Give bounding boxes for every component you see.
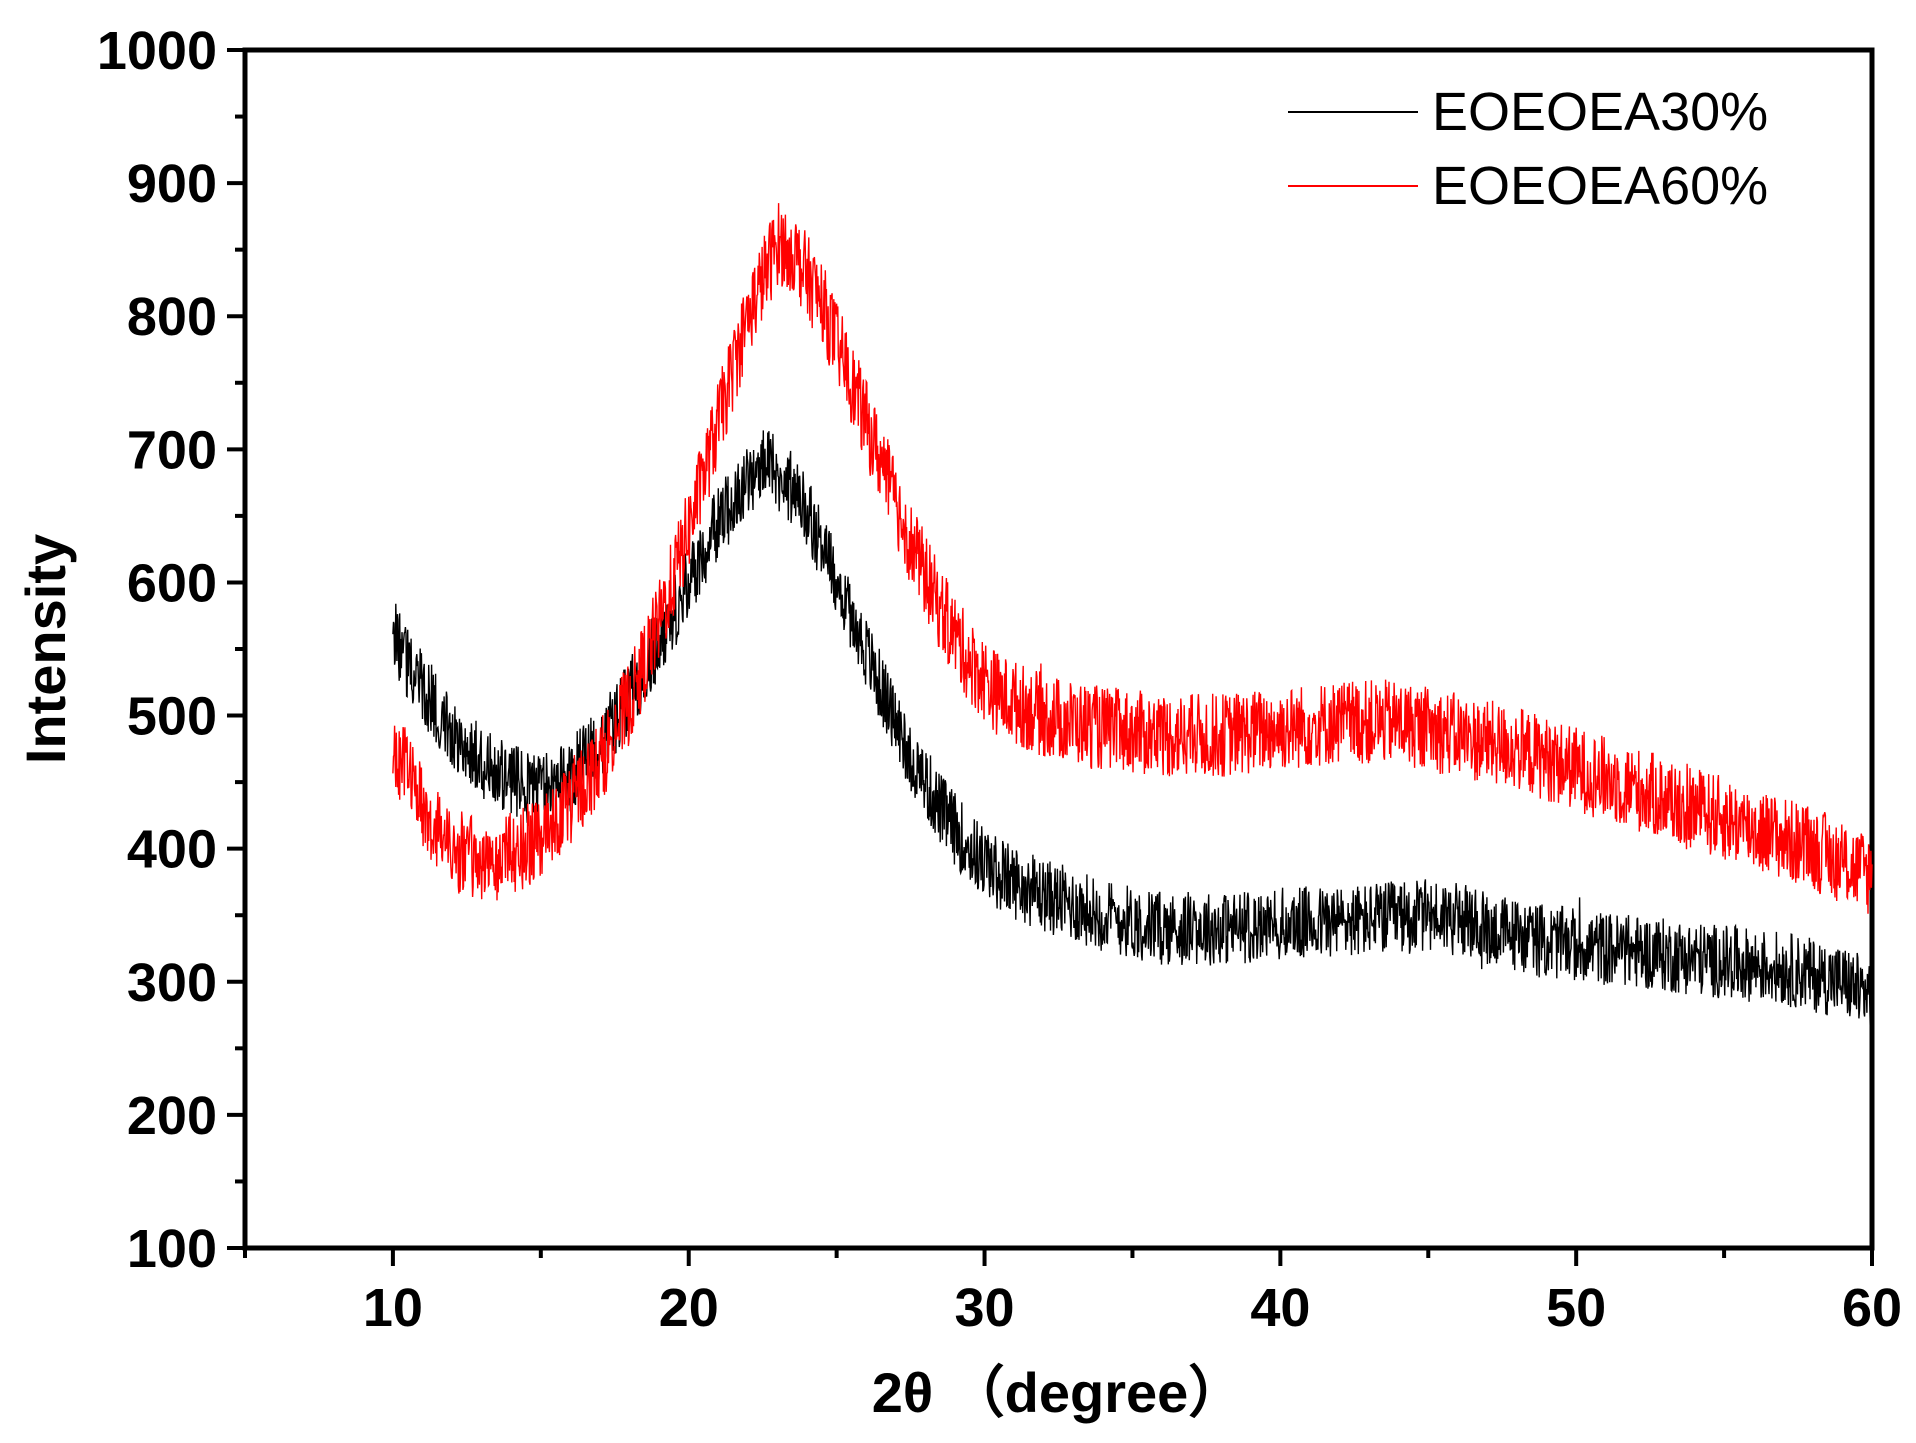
series-line-eoeoea60 bbox=[392, 203, 1873, 914]
y-tick-label: 500 bbox=[127, 687, 217, 747]
y-tick-label: 100 bbox=[127, 1219, 217, 1279]
y-tick-label: 1000 bbox=[97, 21, 217, 81]
y-axis-title: Intensity bbox=[14, 534, 77, 764]
x-axis-ticks: 10 20 30 40 50 60 bbox=[243, 1248, 1902, 1338]
y-tick-label: 900 bbox=[127, 154, 217, 214]
y-tick-label: 600 bbox=[127, 553, 217, 613]
x-tick-label: 30 bbox=[955, 1278, 1015, 1338]
x-tick-label: 20 bbox=[659, 1278, 719, 1338]
x-axis-title: 2θ （degree） bbox=[872, 1361, 1245, 1424]
x-tick-label: 50 bbox=[1546, 1278, 1606, 1338]
y-tick-label: 800 bbox=[127, 287, 217, 347]
x-tick-label: 10 bbox=[363, 1278, 423, 1338]
x-tick-label: 60 bbox=[1842, 1278, 1902, 1338]
y-tick-label: 700 bbox=[127, 420, 217, 480]
y-tick-label: 400 bbox=[127, 820, 217, 880]
legend-label-eoeoea60: EOEOEA60% bbox=[1432, 156, 1768, 216]
x-tick-label: 40 bbox=[1250, 1278, 1310, 1338]
legend: EOEOEA30% EOEOEA60% bbox=[1288, 82, 1768, 216]
y-tick-label: 200 bbox=[127, 1086, 217, 1146]
axes-frame bbox=[242, 47, 1875, 1251]
legend-label-eoeoea30: EOEOEA30% bbox=[1432, 82, 1768, 142]
y-tick-label: 300 bbox=[127, 953, 217, 1013]
series-layer bbox=[392, 203, 1873, 1030]
plot-area: 10 20 30 40 50 60 100 200 300 400 500 600 700 800 900… bbox=[97, 21, 1902, 1338]
y-axis-ticks: 100 200 300 400 500 600 700 800 900 1000 bbox=[97, 21, 245, 1279]
